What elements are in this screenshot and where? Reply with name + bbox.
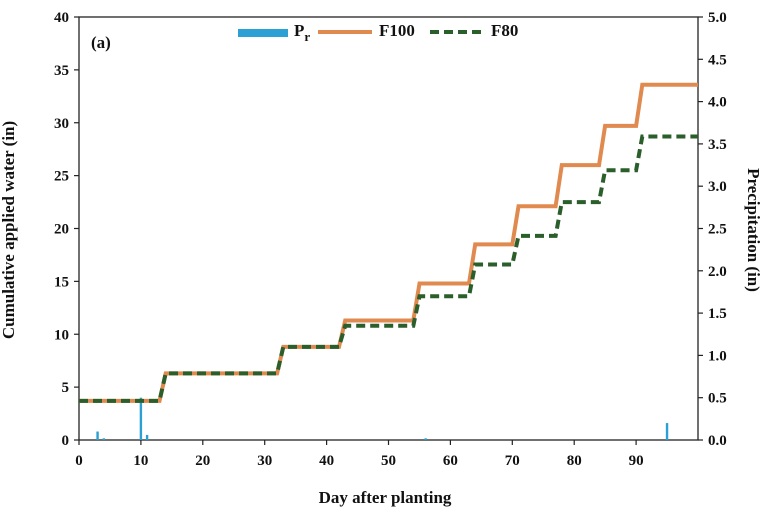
legend: Pr F100 F80 <box>238 21 518 44</box>
series-line-f100 <box>79 82 698 403</box>
y2-axis-title: Precipitation (in) <box>744 168 760 292</box>
y2-tick-label: 3.5 <box>708 137 727 153</box>
y-axis-title: Cumulative applied water (in) <box>0 121 18 339</box>
y2-tick-label: 2.0 <box>708 264 727 280</box>
y2-tick-label: 2.5 <box>708 222 727 238</box>
y-tick-label: 5 <box>62 380 70 396</box>
x-tick-label: 0 <box>75 453 83 469</box>
precipitation-bar <box>665 423 669 440</box>
precipitation-bar <box>139 397 143 440</box>
y2-tick-label: 0.0 <box>708 433 727 449</box>
precipitation-bar <box>424 438 427 440</box>
y-tick-label: 35 <box>54 63 69 79</box>
y2-tick-label: 3.0 <box>708 179 727 195</box>
precipitation-bar <box>96 431 99 440</box>
y2-tick-label: 0.5 <box>708 391 727 407</box>
x-tick-label: 30 <box>257 453 272 469</box>
series-line-f80 <box>79 134 698 403</box>
y2-tick-label: 4.5 <box>708 52 727 68</box>
y2-tick-label: 1.0 <box>708 348 727 364</box>
plot-border <box>78 16 699 441</box>
y-tick-label: 20 <box>54 222 69 238</box>
y-tick-label: 25 <box>54 169 69 185</box>
x-tick-label: 60 <box>443 453 458 469</box>
x-tick-label: 80 <box>567 453 582 469</box>
y-tick-label: 15 <box>54 274 69 290</box>
y-axis-left: 0 5 10 15 20 25 30 35 40 <box>54 10 79 449</box>
y2-tick-label: 5.0 <box>708 10 727 26</box>
y2-tick-label: 1.5 <box>708 306 727 322</box>
y-tick-label: 0 <box>62 433 70 449</box>
x-tick-label: 40 <box>319 453 334 469</box>
y-tick-label: 40 <box>54 10 69 26</box>
legend-label-f80: F80 <box>491 21 518 40</box>
precipitation-bars <box>96 397 669 440</box>
precipitation-bar <box>145 434 149 440</box>
x-tick-label: 50 <box>381 453 396 469</box>
precipitation-bar <box>102 438 105 440</box>
legend-swatch-precipitation <box>238 29 288 37</box>
x-tick-label: 20 <box>195 453 210 469</box>
legend-label-precipitation: Pr <box>294 21 310 44</box>
x-tick-label: 70 <box>505 453 520 469</box>
y-tick-label: 30 <box>54 116 69 132</box>
x-axis: 0 10 20 30 40 50 60 70 80 90 <box>75 440 644 469</box>
x-axis-title: Day after planting <box>319 488 452 507</box>
series-lines <box>79 82 698 403</box>
x-tick-label: 10 <box>133 453 148 469</box>
x-tick-label: 90 <box>629 453 644 469</box>
y-axis-right: 0.0 0.5 1.0 1.5 2.0 2.5 3.0 3.5 4.0 4.5 5.0 <box>698 10 727 449</box>
panel-label: (a) <box>91 33 111 52</box>
plot-area <box>78 16 699 441</box>
y2-tick-label: 4.0 <box>708 95 727 111</box>
y-tick-label: 10 <box>54 327 69 343</box>
legend-label-f100: F100 <box>379 21 415 40</box>
